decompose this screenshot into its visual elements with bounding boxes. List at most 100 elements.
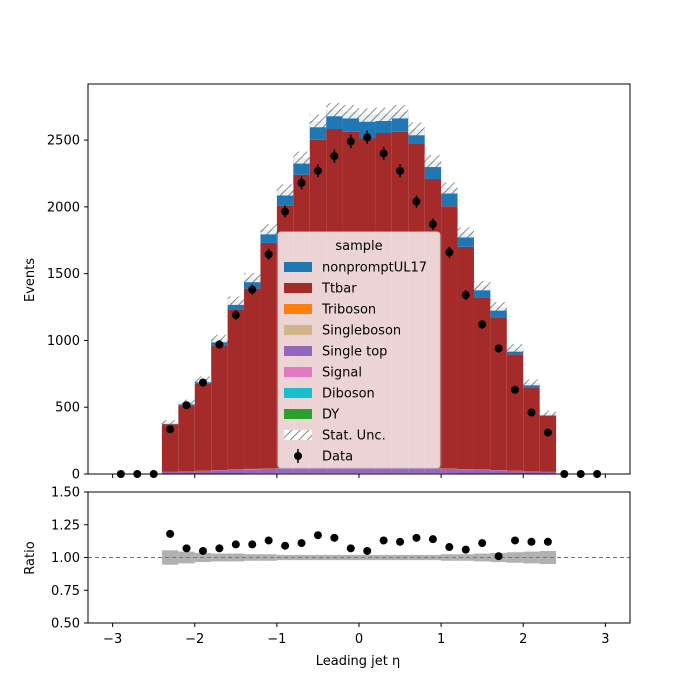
bar	[211, 345, 228, 471]
ratio-point	[182, 544, 191, 553]
legend-label: Diboson	[322, 387, 375, 402]
ratio-point	[428, 535, 437, 544]
data-point	[313, 166, 322, 175]
legend-swatch	[284, 262, 312, 272]
data-point	[363, 133, 372, 142]
ratio-point	[461, 545, 470, 554]
legend-swatch	[284, 283, 312, 293]
legend-swatch	[284, 304, 312, 314]
bar	[260, 242, 277, 469]
ratio-y-axis-label: Ratio	[23, 541, 38, 574]
bar	[441, 468, 458, 474]
data-point	[379, 149, 388, 158]
ratio-point	[379, 536, 388, 545]
data-point	[412, 197, 421, 206]
data-point	[198, 378, 207, 387]
ratio-y-tick-label: 1.25	[51, 518, 80, 533]
bar	[523, 387, 540, 472]
bar	[523, 471, 540, 474]
y-tick-label: 500	[55, 401, 80, 416]
ratio-point	[264, 536, 273, 545]
stat-unc-box	[523, 379, 540, 386]
legend-label: Single top	[322, 345, 387, 360]
ratio-point	[445, 543, 454, 552]
data-point	[182, 401, 191, 410]
legend-swatch	[284, 325, 312, 335]
bar	[375, 467, 392, 474]
stat-unc-box	[309, 114, 327, 128]
stat-unc-box	[506, 344, 524, 352]
bar	[490, 470, 507, 474]
ratio-point	[281, 541, 290, 550]
x-tick-label: −2	[185, 632, 204, 647]
stat-unc-box	[490, 302, 507, 311]
bar	[244, 288, 261, 469]
legend-label: Signal	[322, 366, 362, 381]
ratio-unc-box	[211, 553, 228, 562]
data-point	[281, 207, 290, 216]
bar	[260, 468, 277, 474]
stat-unc-box	[424, 155, 442, 168]
x-tick-label: 2	[519, 632, 527, 647]
legend-label: Ttbar	[321, 282, 357, 297]
x-tick-label: 0	[355, 632, 363, 647]
ratio-point	[511, 536, 520, 545]
ratio-unc-box	[408, 554, 425, 561]
bar	[227, 300, 245, 310]
bar	[244, 469, 261, 474]
legend-swatch	[284, 346, 312, 356]
stat-unc-box	[161, 419, 179, 424]
data-point	[330, 152, 339, 161]
data-point	[215, 340, 224, 349]
ratio-point	[527, 537, 536, 546]
stat-unc-box	[539, 410, 557, 416]
bar	[424, 468, 442, 474]
legend-label: Singleboson	[322, 324, 401, 339]
legend-box	[277, 231, 441, 469]
bar	[161, 424, 179, 472]
data-point	[248, 285, 257, 294]
ratio-point	[330, 533, 339, 542]
legend-swatch	[284, 367, 312, 377]
stat-unc-box	[408, 122, 425, 136]
y-tick-label: 1000	[47, 334, 80, 349]
bar	[539, 471, 557, 474]
bar	[309, 467, 327, 474]
bar	[473, 469, 491, 474]
ratio-unc-box	[457, 554, 474, 561]
ratio-point	[248, 540, 257, 549]
ratio-point	[412, 533, 421, 542]
bar	[194, 383, 212, 471]
ratio-unc-box	[441, 554, 458, 561]
data-point	[231, 311, 240, 320]
bar	[391, 467, 409, 474]
legend-swatch	[284, 388, 312, 398]
bar	[457, 246, 474, 470]
stat-unc-box	[276, 184, 294, 196]
y-axis-label: Events	[23, 258, 38, 302]
bar	[178, 405, 195, 472]
legend-label: DY	[322, 408, 339, 423]
bar	[490, 306, 507, 318]
bar	[457, 469, 474, 474]
x-tick-label: 3	[601, 632, 609, 647]
ratio-y-tick-label: 0.75	[51, 584, 80, 599]
bar	[211, 470, 228, 474]
legend-label: Triboson	[321, 303, 376, 318]
data-point	[428, 220, 437, 229]
bar	[293, 468, 310, 474]
ratio-point	[198, 546, 207, 555]
ratio-y-tick-label: 1.00	[51, 551, 80, 566]
legend-swatch-stat-unc	[284, 430, 312, 440]
bar	[539, 415, 557, 472]
bar	[161, 471, 179, 474]
data-point	[494, 344, 503, 353]
ratio-point	[494, 552, 503, 561]
bar	[490, 317, 507, 471]
legend-swatch	[284, 409, 312, 419]
stat-unc-box	[391, 105, 409, 119]
x-tick-label: −1	[267, 632, 286, 647]
data-point	[166, 425, 175, 434]
ratio-unc-box	[391, 554, 409, 561]
